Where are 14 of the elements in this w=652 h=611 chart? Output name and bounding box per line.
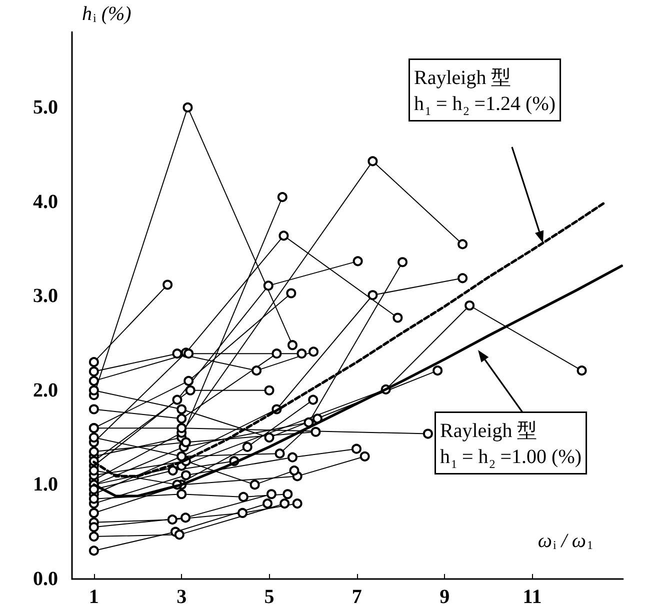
x-tick-label: 1: [88, 586, 99, 608]
x-tick-label: 5: [264, 586, 274, 608]
x-tick-label: 11: [522, 586, 542, 608]
y-tick-label: 0.0: [33, 568, 58, 590]
x-tick-label: 9: [440, 586, 450, 608]
y-tick-label: 3.0: [33, 285, 58, 308]
y-tick-label: 5.0: [33, 96, 58, 118]
y-tick-label: 2.0: [33, 379, 58, 402]
x-tick-label: 3: [176, 586, 187, 608]
y-axis-title: hi (%): [82, 3, 132, 25]
y-tick-label: 1.0: [33, 474, 58, 496]
x-axis-title: ωi / ω1: [538, 530, 593, 552]
x-tick-label: 7: [352, 586, 362, 608]
y-tick-label: 4.0: [33, 190, 58, 213]
